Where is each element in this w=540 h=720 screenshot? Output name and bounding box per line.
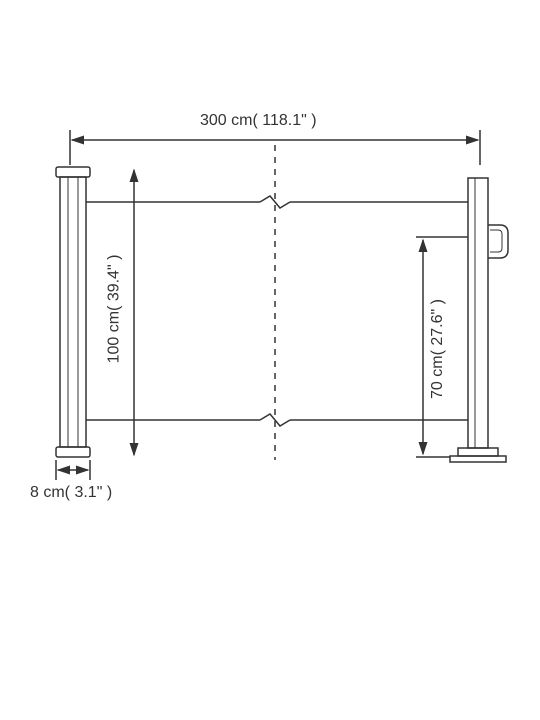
left-post [56, 167, 90, 457]
label-height-right: 70 cm( 27.6" ) [429, 299, 447, 399]
label-width: 300 cm( 118.1" ) [200, 112, 317, 130]
label-base-width: 8 cm( 3.1" ) [30, 484, 112, 502]
label-height-left: 100 cm( 39.4" ) [105, 255, 123, 364]
screen-fabric [86, 145, 468, 460]
dim-base-width [56, 460, 90, 480]
dimension-diagram [0, 0, 540, 720]
